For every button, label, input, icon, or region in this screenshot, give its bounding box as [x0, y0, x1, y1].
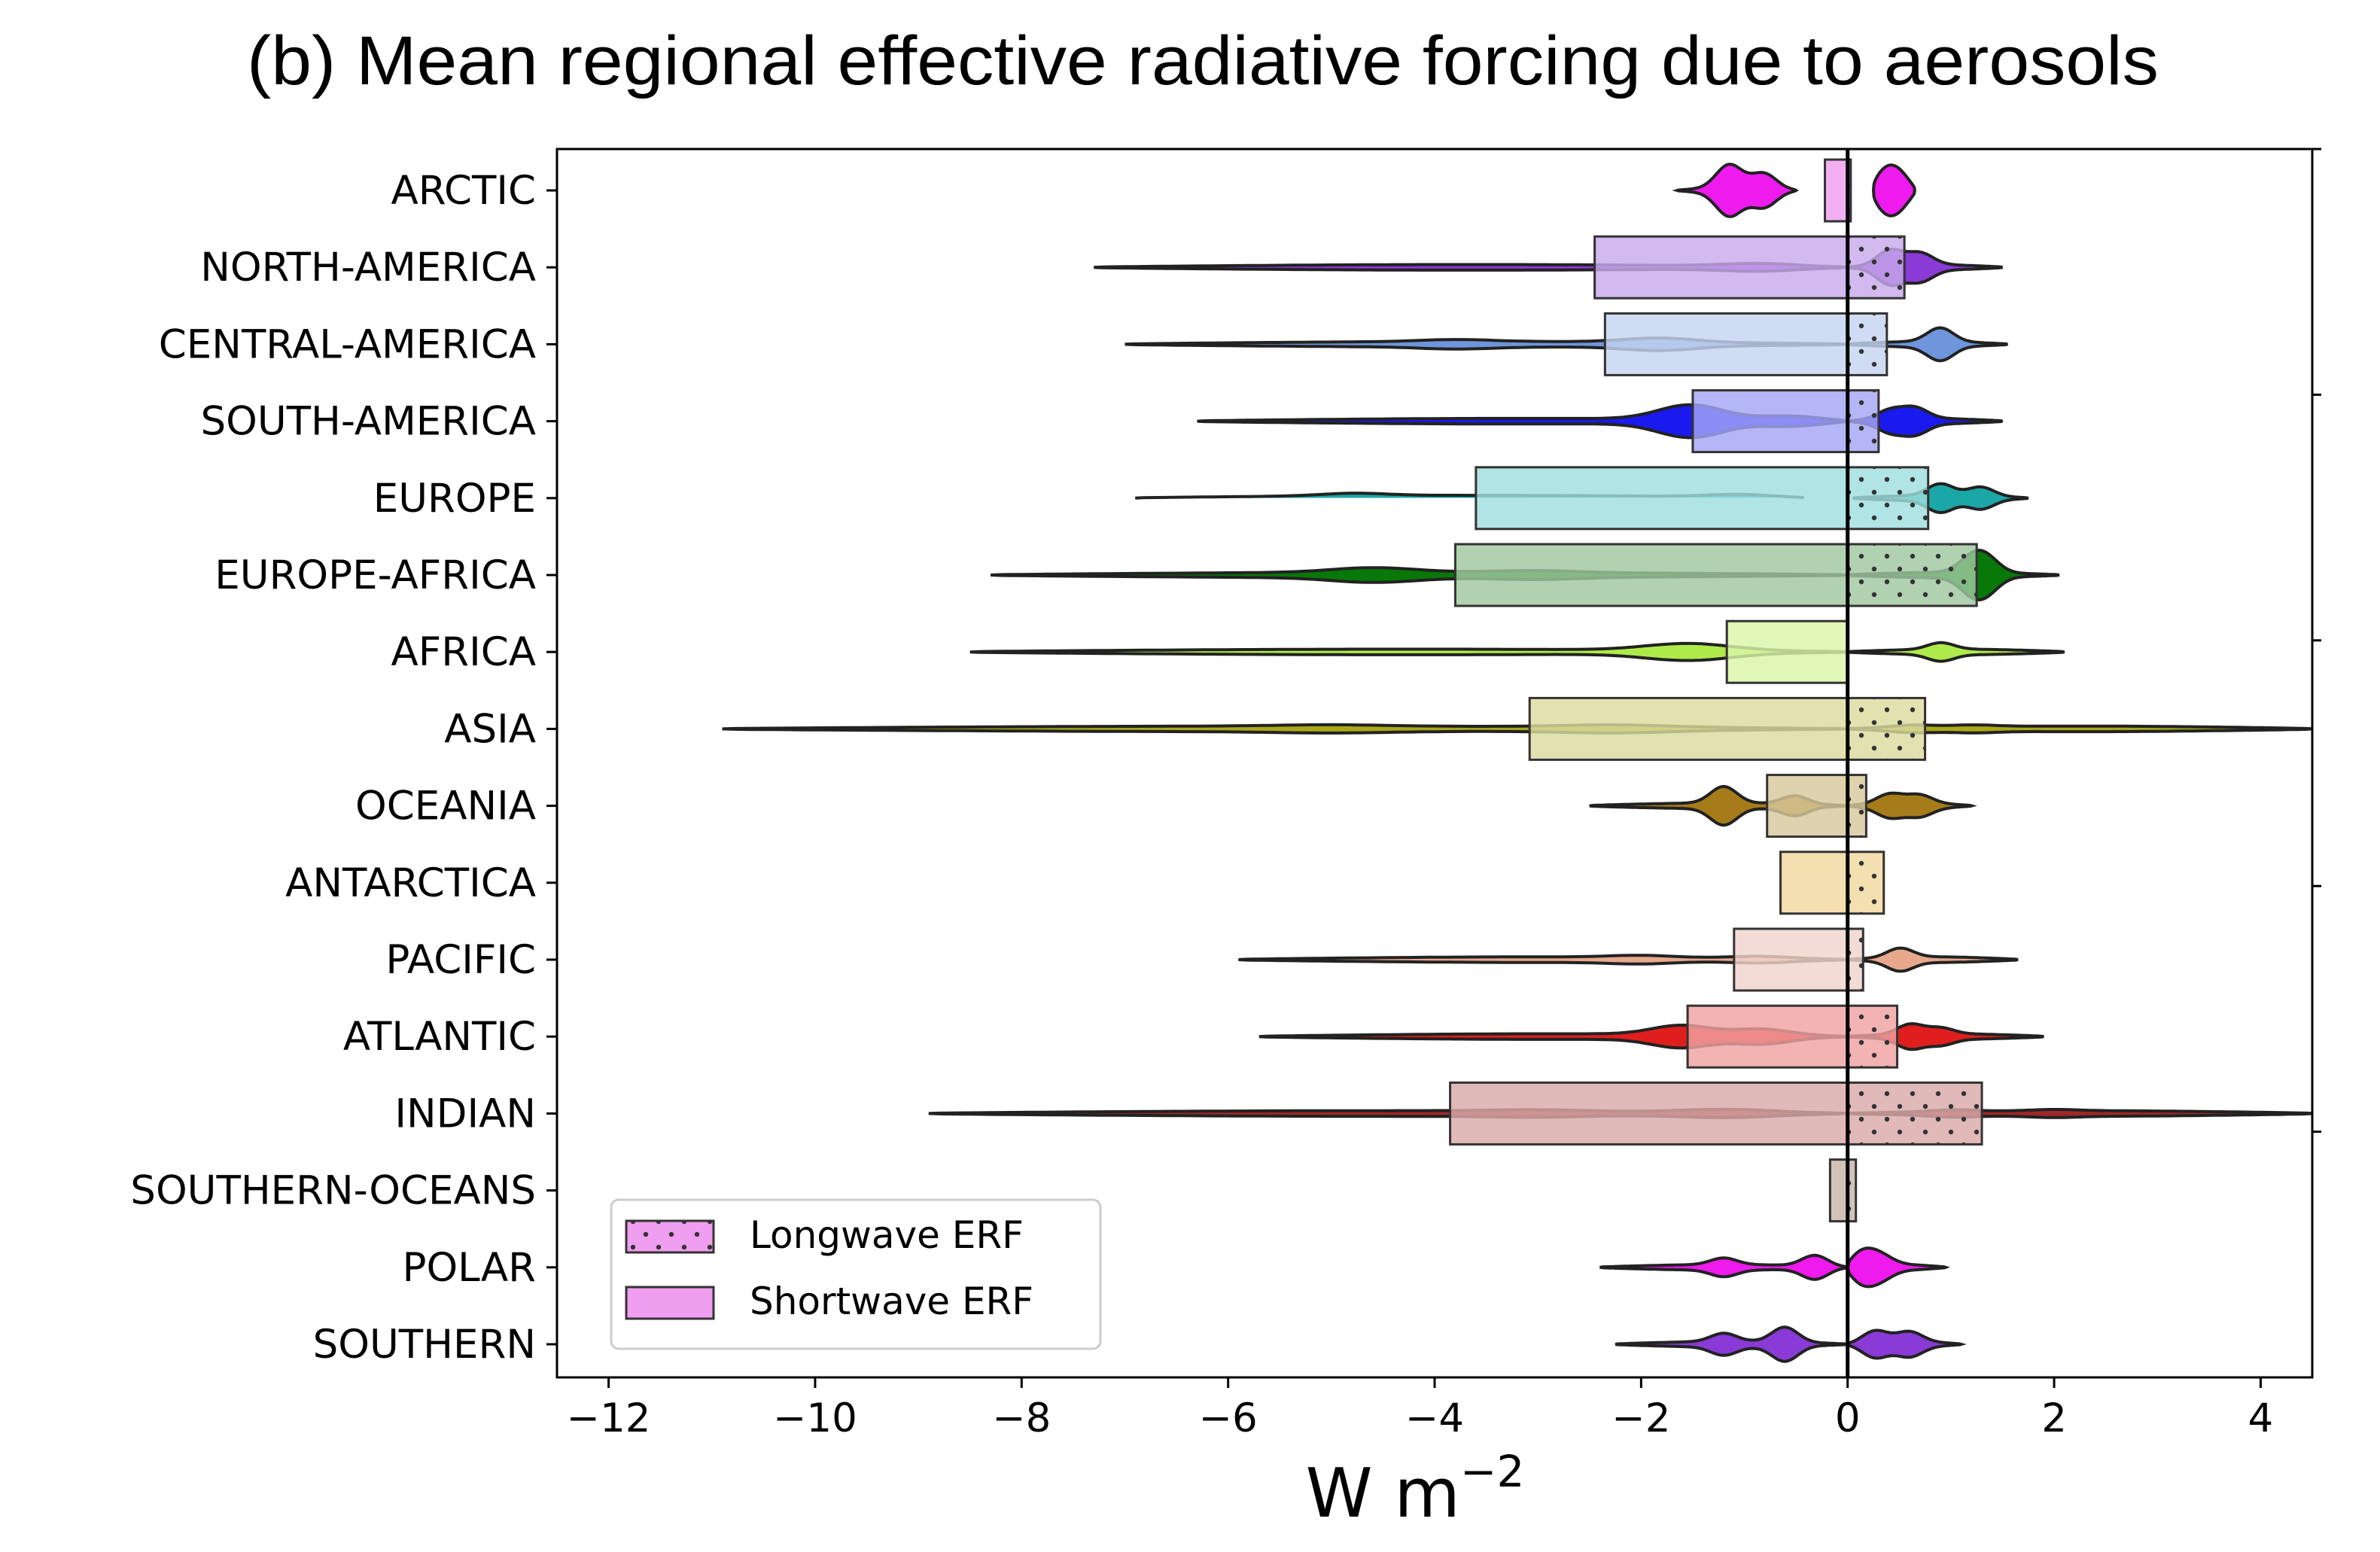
longwave-hatch-europe — [1846, 466, 1930, 531]
shortwave-bar-indian — [1449, 1081, 1849, 1146]
violin-right-polar — [1846, 1246, 1950, 1289]
violin-right-central-america — [1847, 326, 2008, 363]
violin-right-oceania — [1842, 791, 1977, 820]
y-tick-label: EUROPE — [373, 476, 536, 522]
x-tick-label: −12 — [567, 1395, 651, 1441]
violin-right-south-america — [1847, 404, 2003, 438]
violin-right-arctic — [1871, 163, 1916, 218]
longwave-hatch-europe-africa — [1846, 543, 1978, 607]
y-tick-label: ATLANTIC — [343, 1014, 536, 1060]
shortwave-bar-africa — [1725, 619, 1849, 684]
longwave-hatch-atlantic — [1846, 1004, 1899, 1069]
legend-swatch-hatch — [625, 1219, 715, 1254]
shortwave-bar-asia — [1528, 696, 1849, 761]
y-tick-label: ANTARCTICA — [285, 860, 536, 906]
longwave-hatch-antarctica — [1846, 851, 1885, 915]
longwave-hatch-oceania — [1846, 774, 1867, 838]
y-tick-label: NORTH-AMERICA — [200, 245, 536, 291]
right-axis-ticks — [2312, 148, 2321, 1134]
x-axis-label-main: W m — [1306, 1454, 1460, 1533]
y-tick-label: ARCTIC — [391, 168, 536, 214]
y-axis: ARCTIC NORTH-AMERICA CENTRAL-AMERICA SOUTH-… — [130, 168, 557, 1368]
shortwave-bar-atlantic — [1686, 1004, 1849, 1069]
y-tick-label: ASIA — [444, 706, 536, 752]
y-tick-label: POLAR — [402, 1245, 536, 1291]
violin-left-southern — [1615, 1325, 1848, 1363]
plot-frame — [555, 148, 2314, 1379]
violin-right-southern — [1845, 1328, 1967, 1360]
bar-layer — [1449, 158, 1983, 1223]
legend-label: Shortwave ERF — [750, 1280, 1033, 1323]
legend: Longwave ERF Shortwave ERF — [610, 1198, 1102, 1350]
violin-left-africa — [969, 641, 1848, 662]
x-tick-label: −10 — [773, 1395, 857, 1441]
shortwave-bar-north-america — [1593, 235, 1849, 300]
x-tick-label: −8 — [992, 1395, 1051, 1441]
y-tick-label: CENTRAL-AMERICA — [159, 321, 536, 367]
y-tick-label: EUROPE-AFRICA — [215, 552, 536, 598]
shortwave-bar-europe — [1475, 466, 1849, 531]
legend-box — [610, 1198, 1102, 1350]
violin-right-pacific — [1847, 946, 2019, 973]
shortwave-bar-oceania — [1766, 774, 1849, 838]
longwave-hatch-south-america — [1846, 389, 1880, 454]
shortwave-bar-central-america — [1603, 312, 1849, 376]
x-axis-label-superscript: −2 — [1460, 1446, 1525, 1497]
shortwave-bar-arctic — [1824, 158, 1849, 223]
y-tick-label: SOUTH-AMERICA — [200, 399, 536, 445]
x-tick-label: −2 — [1612, 1395, 1670, 1441]
violin-left-polar — [1599, 1253, 1853, 1281]
x-axis: −12 −10 −8 −6 −4 −2 0 2 4 — [567, 1377, 2274, 1441]
longwave-hatch-asia — [1846, 696, 1927, 761]
x-tick-label: −6 — [1199, 1395, 1258, 1441]
legend-label: Longwave ERF — [750, 1213, 1024, 1257]
legend-swatch-shortwave — [625, 1286, 715, 1320]
x-tick-label: 2 — [2041, 1395, 2067, 1441]
longwave-hatch-pacific — [1846, 927, 1864, 992]
y-tick-label: PACIFIC — [385, 937, 536, 983]
longwave-hatch-indian — [1846, 1081, 1983, 1146]
longwave-hatch-central-america — [1846, 312, 1888, 376]
chart-title: (b) Mean regional effective radiative fo… — [247, 23, 2159, 99]
y-tick-label: OCEANIA — [355, 784, 536, 829]
x-tick-label: −4 — [1405, 1395, 1464, 1441]
shortwave-bar-southern-oceans — [1828, 1158, 1849, 1223]
x-tick-label: 4 — [2248, 1395, 2274, 1441]
y-tick-label: SOUTHERN-OCEANS — [130, 1168, 536, 1214]
violin-left-arctic — [1672, 163, 1800, 218]
x-axis-label: W m−2 — [1306, 1446, 1525, 1533]
shortwave-bar-south-america — [1691, 389, 1849, 454]
x-tick-label: 0 — [1835, 1395, 1861, 1441]
y-tick-label: AFRICA — [391, 629, 536, 675]
shortwave-bar-pacific — [1733, 927, 1849, 992]
shortwave-bar-europe-africa — [1453, 543, 1849, 607]
longwave-hatch-north-america — [1846, 235, 1906, 300]
y-tick-label: SOUTHERN — [313, 1322, 536, 1368]
y-tick-label: INDIAN — [394, 1091, 536, 1137]
violin-right-africa — [1847, 641, 2065, 663]
violin-layer — [722, 163, 2313, 1363]
shortwave-bar-antarctica — [1779, 851, 1849, 915]
